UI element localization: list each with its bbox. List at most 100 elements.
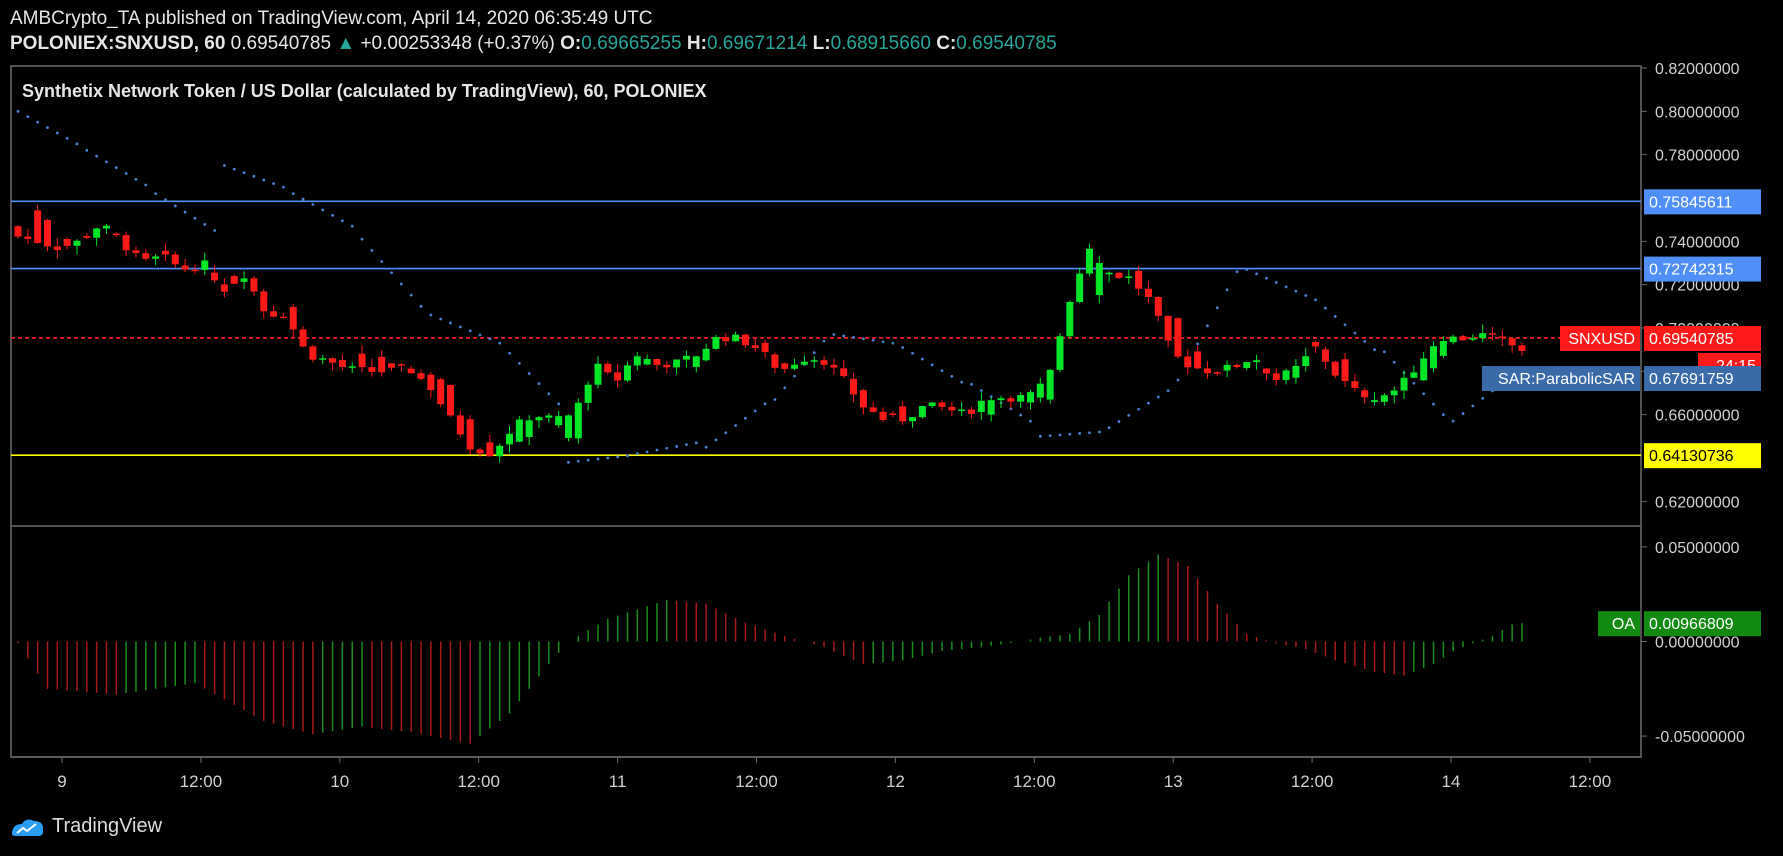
sar-dot [164, 198, 167, 202]
sar-dot [1481, 397, 1485, 400]
candle-body [1390, 390, 1398, 396]
sar-dot [694, 441, 698, 445]
sar-dot [1461, 412, 1465, 415]
candle-body [584, 384, 592, 403]
candle-body [152, 256, 160, 259]
sar-dot [458, 325, 462, 329]
candle-body [928, 402, 936, 407]
time-tick-label: 12:00 [180, 772, 223, 791]
candle-body [1066, 301, 1074, 337]
candle-body [859, 390, 867, 408]
sar-dot [1156, 395, 1160, 399]
sar-dot [1304, 294, 1308, 297]
price-axis[interactable]: 0.82000000 0.80000000 0.78000000 0.74000000… [1641, 61, 1745, 746]
time-tick-label: 13 [1164, 772, 1183, 791]
candle-body [1430, 346, 1438, 369]
sar-dot [527, 372, 531, 375]
sar-dot [1432, 402, 1435, 406]
sar-dot [645, 450, 649, 454]
sar-dot [46, 126, 49, 129]
candle-body [319, 358, 327, 360]
candle-body [240, 278, 248, 282]
sar-dot [1038, 434, 1042, 438]
candle-body [171, 254, 179, 265]
candle-body [1184, 356, 1192, 368]
candle-body [73, 240, 81, 246]
sar-dot [154, 192, 158, 196]
candle-body [1135, 270, 1143, 289]
candle-body [1312, 341, 1320, 347]
candle-body [1213, 372, 1221, 374]
sar-dot [399, 282, 403, 286]
time-axis[interactable]: 9 12:00 10 12:00 11 12:00 12 12:00 13 12:00 14 12:0… [57, 757, 1611, 791]
chart-frame [10, 65, 1642, 758]
sar-dot [1314, 298, 1317, 302]
sar-dot [1009, 407, 1013, 411]
open-value: 0.69665255 [581, 33, 682, 54]
candle-body [633, 356, 641, 366]
candle-body [1243, 362, 1251, 369]
sar-dot [193, 216, 197, 220]
candle-body [1459, 336, 1467, 341]
sar-dot [1343, 323, 1347, 327]
oscillator-histogram [17, 554, 1523, 744]
sar-dot [26, 115, 30, 119]
candle-body [791, 364, 799, 369]
candle-body [1223, 364, 1231, 371]
sar-dot [704, 445, 708, 449]
sar-dot [989, 395, 993, 399]
sar-dot [360, 237, 364, 241]
sar-dot [714, 438, 718, 442]
sar-dot [724, 431, 728, 435]
candle-body [948, 406, 956, 411]
sar-dot [537, 382, 541, 386]
candle-body [417, 373, 425, 379]
candle-body [1351, 381, 1359, 388]
price-tick-label: 0.78000000 [1655, 148, 1740, 165]
sar-dot [1215, 306, 1219, 310]
candle-body [1125, 276, 1133, 278]
oa-value-tag: 0.00966809 [1649, 616, 1734, 633]
sar-dot [1088, 431, 1091, 435]
candle-body [1105, 272, 1113, 275]
sar-dot [75, 142, 79, 146]
candle-body [388, 363, 396, 368]
candle-body [987, 400, 995, 415]
price-tick-label: 0.62000000 [1655, 494, 1740, 511]
candle-body [447, 384, 455, 416]
candle-body [220, 284, 228, 292]
candle-body [545, 415, 553, 418]
candle-body [751, 345, 759, 349]
sar-dot [183, 210, 187, 214]
candle-body [958, 409, 966, 411]
candle-body [1489, 333, 1497, 335]
candle-body [1085, 248, 1093, 274]
sar-dot [586, 458, 590, 462]
candle-body [1302, 356, 1310, 366]
candle-body [260, 291, 268, 312]
snxusd-name-tag-bg [1560, 325, 1640, 351]
candle-body [673, 359, 681, 368]
candle-body [781, 363, 789, 369]
candle-body [486, 442, 494, 457]
sar-dot [1137, 407, 1141, 411]
sar-dot [901, 346, 905, 349]
sar-dot [272, 182, 275, 185]
sar-dot [1274, 281, 1278, 284]
candle-body [309, 346, 317, 360]
price-tick-label: 0.66000000 [1655, 408, 1740, 425]
sar-dot [105, 160, 108, 164]
sar-dot [439, 317, 443, 321]
time-tick-label: 12:00 [457, 772, 500, 791]
candle-body [800, 361, 808, 365]
time-tick-label: 14 [1442, 772, 1461, 791]
candle-body [289, 306, 297, 330]
candle-body [1203, 368, 1211, 374]
sar-dot [124, 172, 128, 175]
horizontal-levels[interactable] [11, 200, 1641, 456]
sar-dot [380, 260, 384, 263]
candle-body [1449, 336, 1457, 343]
candle-body [1272, 373, 1280, 380]
level-tag-middle: 0.72742315 [1649, 262, 1734, 279]
